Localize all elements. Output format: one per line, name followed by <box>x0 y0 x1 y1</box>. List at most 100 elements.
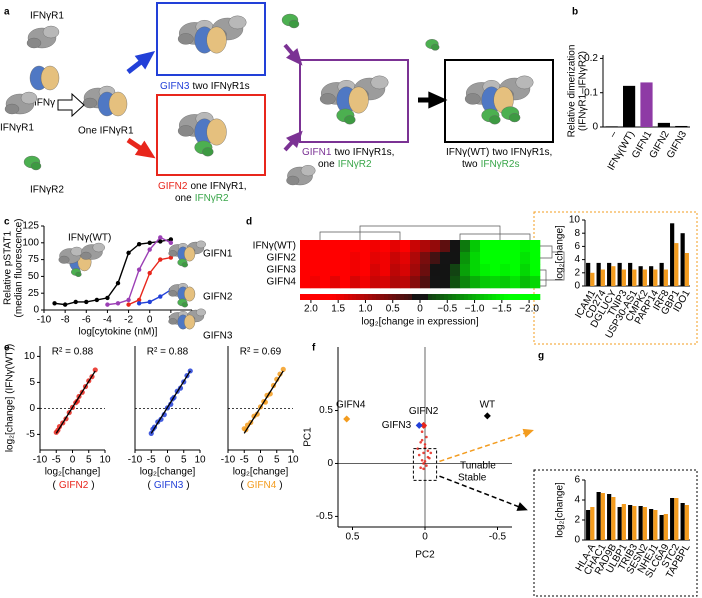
protein-icon <box>168 290 178 297</box>
y-tick-label: 0.1 <box>584 87 598 98</box>
colorbar-step <box>356 294 361 300</box>
panel-label: g <box>538 351 544 362</box>
colorbar-step <box>500 294 505 300</box>
heatmap-cell <box>350 240 361 253</box>
data-point <box>419 440 422 444</box>
colorbar-step <box>392 294 397 300</box>
data-point <box>420 458 424 462</box>
data-point <box>423 460 427 463</box>
y-tick-label: 0 <box>29 403 35 414</box>
data-point <box>168 240 174 245</box>
data-point <box>147 299 152 305</box>
box-caption-part: IFNγR2s <box>481 159 520 170</box>
protein-icon <box>42 25 60 39</box>
data-point <box>126 302 131 307</box>
colorbar-step <box>456 294 461 300</box>
protein-icon <box>108 91 128 117</box>
bar <box>657 122 670 127</box>
box-caption: IFNγ(WT) two IFNγR1s, <box>446 147 552 158</box>
x-axis-sublabel-part: ) <box>91 480 94 491</box>
data-point <box>136 241 142 247</box>
protein-icon <box>489 115 501 125</box>
protein-icon <box>177 125 194 137</box>
bar <box>653 510 658 540</box>
colorbar-step <box>380 294 385 300</box>
x-axis-sublabel-part: GIFN4 <box>247 480 277 491</box>
bar <box>638 506 643 540</box>
x-tick-label: -5 <box>240 455 249 466</box>
heatmap-cell <box>430 264 441 277</box>
heatmap-cell <box>490 252 501 265</box>
heatmap-cell <box>510 276 521 289</box>
data-point <box>52 301 57 306</box>
heatmap-cell <box>370 240 381 253</box>
y-axis-label: log₂[change] <box>555 225 566 281</box>
data-point <box>158 294 163 299</box>
data-point <box>429 451 433 455</box>
heatmap-cell <box>470 276 481 289</box>
heatmap-cell <box>300 252 311 265</box>
heatmap-cell <box>400 252 411 265</box>
x-tick-label: – <box>607 129 620 140</box>
bar <box>590 272 595 286</box>
y-tick-label: 6 <box>574 241 580 252</box>
colorbar-step <box>328 294 333 300</box>
data-point <box>158 257 163 262</box>
heatmap-cell <box>460 264 471 277</box>
data-point <box>158 235 163 240</box>
colorbar-step <box>320 294 325 300</box>
heatmap-cell <box>300 276 311 289</box>
colorbar-step <box>484 294 489 300</box>
colorbar-step <box>532 294 537 300</box>
row-label: IFNγ(WT) <box>253 241 296 252</box>
colorbar-step <box>528 294 533 300</box>
protein-icon <box>300 165 316 177</box>
heatmap-cell <box>370 276 381 289</box>
data-point <box>425 435 428 439</box>
x-tick-label: -5 <box>147 455 156 466</box>
panel-label: e <box>4 343 10 354</box>
heatmap-cell <box>330 252 341 265</box>
y-axis-label: Relative dimerization <box>567 45 578 138</box>
box-caption-part: IFNγ(WT) <box>446 147 489 158</box>
heatmap-cell <box>320 240 331 253</box>
heatmap-cell <box>410 252 421 265</box>
colorbar-step <box>440 294 445 300</box>
heatmap-cell <box>380 264 391 277</box>
x-axis-sublabel: (GIFN3) <box>148 480 190 491</box>
colorbar-step <box>504 294 509 300</box>
protein-icon <box>286 175 300 186</box>
protein-icon <box>80 251 92 260</box>
heatmap-cell <box>360 240 371 253</box>
box-caption-part: one <box>318 159 335 170</box>
heatmap-cell <box>450 252 461 265</box>
colorbar-step <box>348 294 353 300</box>
x-axis-label: log[cytokine (nM)] <box>79 327 158 338</box>
heatmap-cell <box>300 264 311 277</box>
bar <box>653 269 658 286</box>
heatmap-cell <box>420 252 431 265</box>
bar <box>632 506 637 540</box>
data-point <box>168 401 174 407</box>
box-caption-part: IFNγR2 <box>338 159 372 170</box>
data-point <box>420 430 424 434</box>
colorbar-step <box>388 294 393 300</box>
series-label: GIFN1 <box>203 249 233 260</box>
heatmap-cell <box>510 240 521 253</box>
y-tick-label: 0.5 <box>319 405 333 416</box>
colorbar-step <box>408 294 413 300</box>
x-tick-label: -10 <box>128 455 143 466</box>
data-point <box>161 412 167 418</box>
heatmap-cell <box>530 240 541 253</box>
heatmap-cell <box>360 264 371 277</box>
heatmap-cell <box>430 240 441 253</box>
y-tick-label: 0 <box>574 281 580 292</box>
heatmap-cell <box>330 264 341 277</box>
annotation: Tunable <box>460 461 496 472</box>
data-point <box>425 464 428 467</box>
heatmap-cell <box>480 264 491 277</box>
colorbar-step <box>448 294 453 300</box>
bar <box>674 498 679 540</box>
bar <box>674 243 679 286</box>
colorbar-tick-label: 0 <box>417 304 423 315</box>
